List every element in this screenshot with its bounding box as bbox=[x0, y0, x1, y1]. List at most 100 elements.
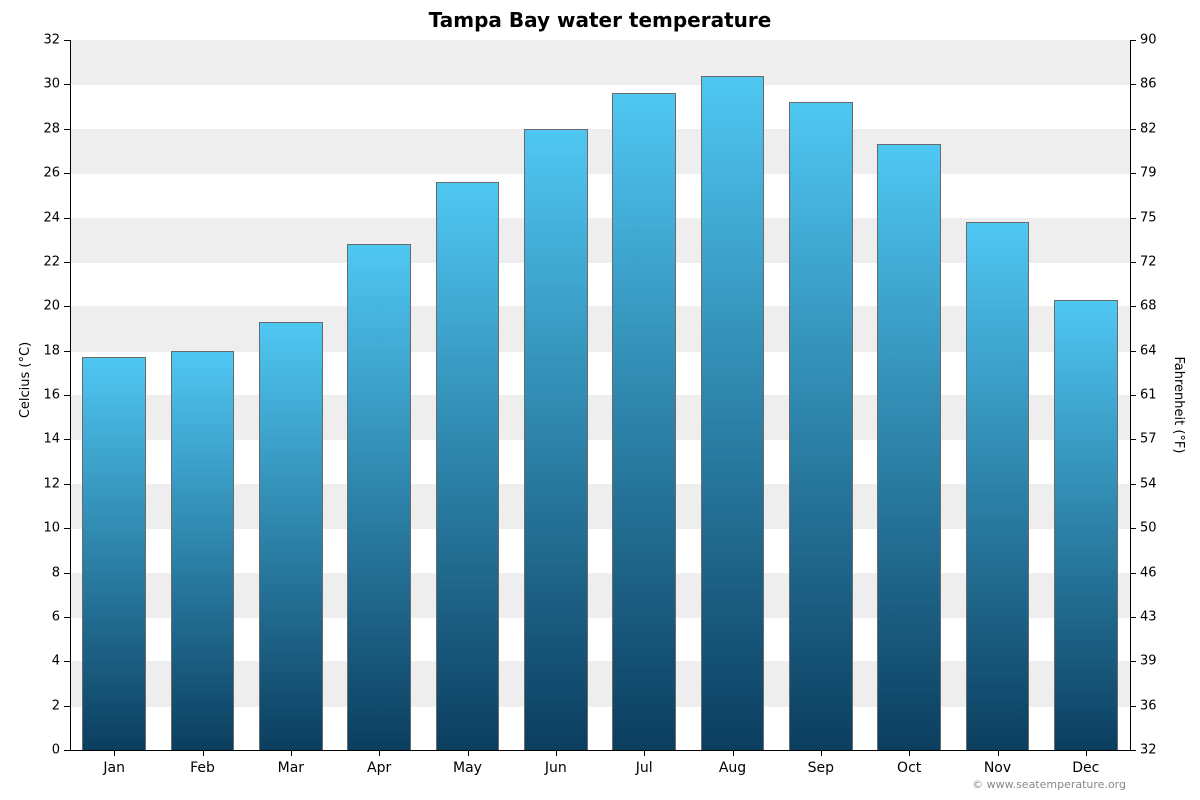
ytick-left bbox=[64, 306, 70, 307]
ytick-right bbox=[1130, 218, 1136, 219]
ytick-left bbox=[64, 484, 70, 485]
bar bbox=[1054, 300, 1118, 750]
xtick bbox=[379, 750, 380, 756]
grid-line bbox=[70, 129, 1130, 130]
ytick-left bbox=[64, 218, 70, 219]
xtick bbox=[468, 750, 469, 756]
ytick-right bbox=[1130, 661, 1136, 662]
xtick-label: Mar bbox=[278, 760, 304, 776]
bar bbox=[82, 357, 146, 750]
ytick-label-right: 82 bbox=[1140, 121, 1157, 136]
ytick-label-right: 90 bbox=[1140, 33, 1157, 48]
ytick-right bbox=[1130, 439, 1136, 440]
xtick-label: Feb bbox=[190, 760, 215, 776]
ytick-label-right: 57 bbox=[1140, 432, 1157, 447]
attribution-text: © www.seatemperature.org bbox=[972, 778, 1126, 791]
ytick-right bbox=[1130, 173, 1136, 174]
ytick-label-left: 30 bbox=[0, 77, 60, 92]
axis-line bbox=[70, 750, 1131, 751]
ytick-right bbox=[1130, 306, 1136, 307]
yaxis-title-left: Celcius (°C) bbox=[18, 320, 33, 440]
xtick bbox=[1086, 750, 1087, 756]
ytick-right bbox=[1130, 484, 1136, 485]
ytick-label-left: 32 bbox=[0, 33, 60, 48]
ytick-right bbox=[1130, 395, 1136, 396]
ytick-label-left: 20 bbox=[0, 299, 60, 314]
ytick-right bbox=[1130, 528, 1136, 529]
xtick-label: May bbox=[453, 760, 482, 776]
bar bbox=[612, 93, 676, 750]
ytick-label-right: 32 bbox=[1140, 743, 1157, 758]
grid-line bbox=[70, 173, 1130, 174]
grid-band bbox=[70, 173, 1130, 217]
bar bbox=[966, 222, 1030, 750]
ytick-label-right: 72 bbox=[1140, 254, 1157, 269]
xtick bbox=[203, 750, 204, 756]
ytick-label-right: 39 bbox=[1140, 654, 1157, 669]
axis-line bbox=[70, 40, 71, 750]
ytick-label-left: 10 bbox=[0, 521, 60, 536]
xtick-label: Jan bbox=[103, 760, 125, 776]
grid-band bbox=[70, 40, 1130, 84]
bar bbox=[436, 182, 500, 750]
xtick bbox=[114, 750, 115, 756]
chart-title: Tampa Bay water temperature bbox=[0, 8, 1200, 32]
xtick bbox=[291, 750, 292, 756]
bar bbox=[347, 244, 411, 750]
ytick-right bbox=[1130, 573, 1136, 574]
ytick-left bbox=[64, 706, 70, 707]
ytick-label-left: 28 bbox=[0, 121, 60, 136]
ytick-left bbox=[64, 351, 70, 352]
chart-container: Tampa Bay water temperature © www.seatem… bbox=[0, 0, 1200, 800]
ytick-label-left: 6 bbox=[0, 609, 60, 624]
ytick-left bbox=[64, 395, 70, 396]
ytick-label-right: 61 bbox=[1140, 388, 1157, 403]
bar bbox=[789, 102, 853, 750]
ytick-left bbox=[64, 750, 70, 751]
ytick-label-right: 75 bbox=[1140, 210, 1157, 225]
xtick bbox=[644, 750, 645, 756]
ytick-label-left: 12 bbox=[0, 476, 60, 491]
ytick-right bbox=[1130, 84, 1136, 85]
ytick-label-left: 0 bbox=[0, 743, 60, 758]
bar bbox=[171, 351, 235, 750]
ytick-left bbox=[64, 173, 70, 174]
ytick-left bbox=[64, 573, 70, 574]
ytick-label-left: 4 bbox=[0, 654, 60, 669]
ytick-left bbox=[64, 439, 70, 440]
xtick bbox=[998, 750, 999, 756]
xtick bbox=[556, 750, 557, 756]
xtick-label: Sep bbox=[808, 760, 834, 776]
ytick-label-left: 26 bbox=[0, 166, 60, 181]
ytick-label-right: 64 bbox=[1140, 343, 1157, 358]
ytick-label-right: 86 bbox=[1140, 77, 1157, 92]
ytick-label-left: 24 bbox=[0, 210, 60, 225]
ytick-right bbox=[1130, 750, 1136, 751]
grid-band bbox=[70, 84, 1130, 128]
ytick-left bbox=[64, 262, 70, 263]
bar bbox=[259, 322, 323, 750]
ytick-label-right: 50 bbox=[1140, 521, 1157, 536]
yaxis-title-right: Fahrenheit (°F) bbox=[1171, 345, 1186, 465]
bar bbox=[877, 144, 941, 750]
ytick-right bbox=[1130, 262, 1136, 263]
ytick-right bbox=[1130, 129, 1136, 130]
xtick bbox=[909, 750, 910, 756]
grid-band bbox=[70, 129, 1130, 173]
xtick-label: Oct bbox=[897, 760, 921, 776]
plot-area bbox=[70, 40, 1130, 750]
ytick-label-left: 8 bbox=[0, 565, 60, 580]
grid-line bbox=[70, 40, 1130, 41]
xtick-label: Dec bbox=[1072, 760, 1099, 776]
ytick-label-right: 36 bbox=[1140, 698, 1157, 713]
ytick-right bbox=[1130, 40, 1136, 41]
xtick-label: Aug bbox=[719, 760, 746, 776]
ytick-left bbox=[64, 84, 70, 85]
ytick-right bbox=[1130, 706, 1136, 707]
ytick-label-right: 54 bbox=[1140, 476, 1157, 491]
ytick-left bbox=[64, 528, 70, 529]
ytick-label-right: 79 bbox=[1140, 166, 1157, 181]
ytick-right bbox=[1130, 351, 1136, 352]
ytick-left bbox=[64, 129, 70, 130]
ytick-label-right: 43 bbox=[1140, 609, 1157, 624]
